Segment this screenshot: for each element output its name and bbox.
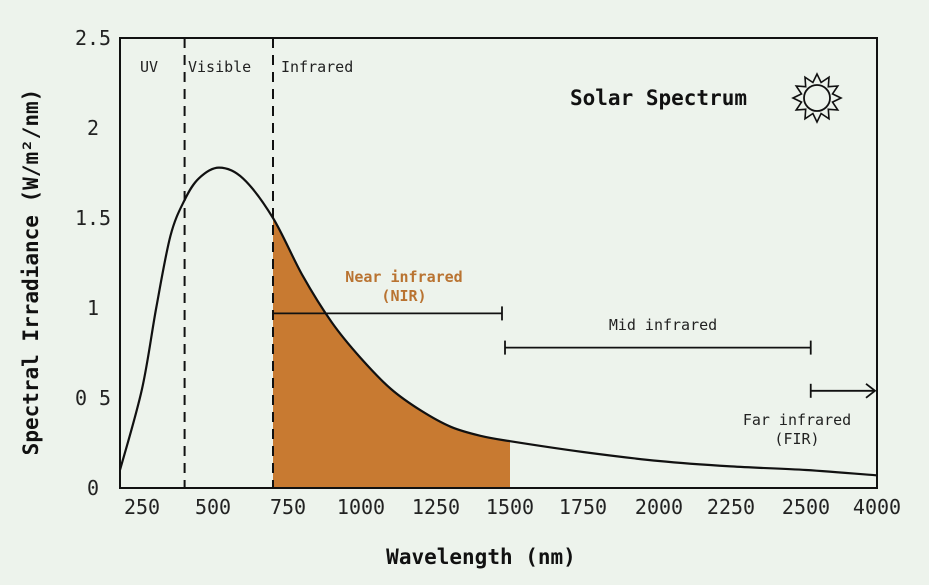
spectrum-curve bbox=[118, 166, 878, 477]
nir-shaded-area bbox=[273, 218, 510, 488]
x-tick-label: 2000 bbox=[635, 495, 683, 519]
x-tick-label: 1500 bbox=[486, 495, 534, 519]
x-tick-label: 500 bbox=[195, 495, 231, 519]
nir-label-line2: (NIR) bbox=[381, 287, 426, 305]
x-tick-label: 1000 bbox=[337, 495, 385, 519]
nir-label-line1: Near infrared bbox=[345, 268, 462, 286]
far-infrared-label-line1: Far infrared bbox=[743, 411, 851, 429]
region-label-infrared: Infrared bbox=[281, 58, 353, 76]
x-tick-label: 2500 bbox=[782, 495, 830, 519]
x-tick-label: 250 bbox=[124, 495, 160, 519]
y-tick-label: 2.5 bbox=[75, 26, 111, 50]
mid-infrared-label: Mid infrared bbox=[609, 316, 717, 334]
x-axis-label: Wavelength (nm) bbox=[386, 545, 576, 569]
x-tick-label: 1250 bbox=[412, 495, 460, 519]
y-tick-label: 2 bbox=[87, 116, 99, 140]
sun-icon bbox=[791, 72, 843, 124]
x-tick-label: 1750 bbox=[559, 495, 607, 519]
region-label-visible: Visible bbox=[188, 58, 251, 76]
far-infrared-label-line2: (FIR) bbox=[774, 430, 819, 448]
x-tick-label: 2250 bbox=[707, 495, 755, 519]
y-tick-label: 1 bbox=[87, 296, 99, 320]
chart-title: Solar Spectrum bbox=[570, 86, 747, 110]
y-tick-label: 0 bbox=[87, 476, 99, 500]
x-tick-label: 4000 bbox=[853, 495, 901, 519]
region-label-uv: UV bbox=[140, 58, 158, 76]
y-tick-label: 1.5 bbox=[75, 206, 111, 230]
y-axis-label: Spectral Irradiance (W/m²/nm) bbox=[19, 89, 43, 456]
y-tick-label: 0 5 bbox=[75, 386, 111, 410]
x-tick-label: 750 bbox=[270, 495, 306, 519]
plot-frame bbox=[119, 37, 878, 489]
far-infrared-arrow-head bbox=[865, 383, 877, 399]
